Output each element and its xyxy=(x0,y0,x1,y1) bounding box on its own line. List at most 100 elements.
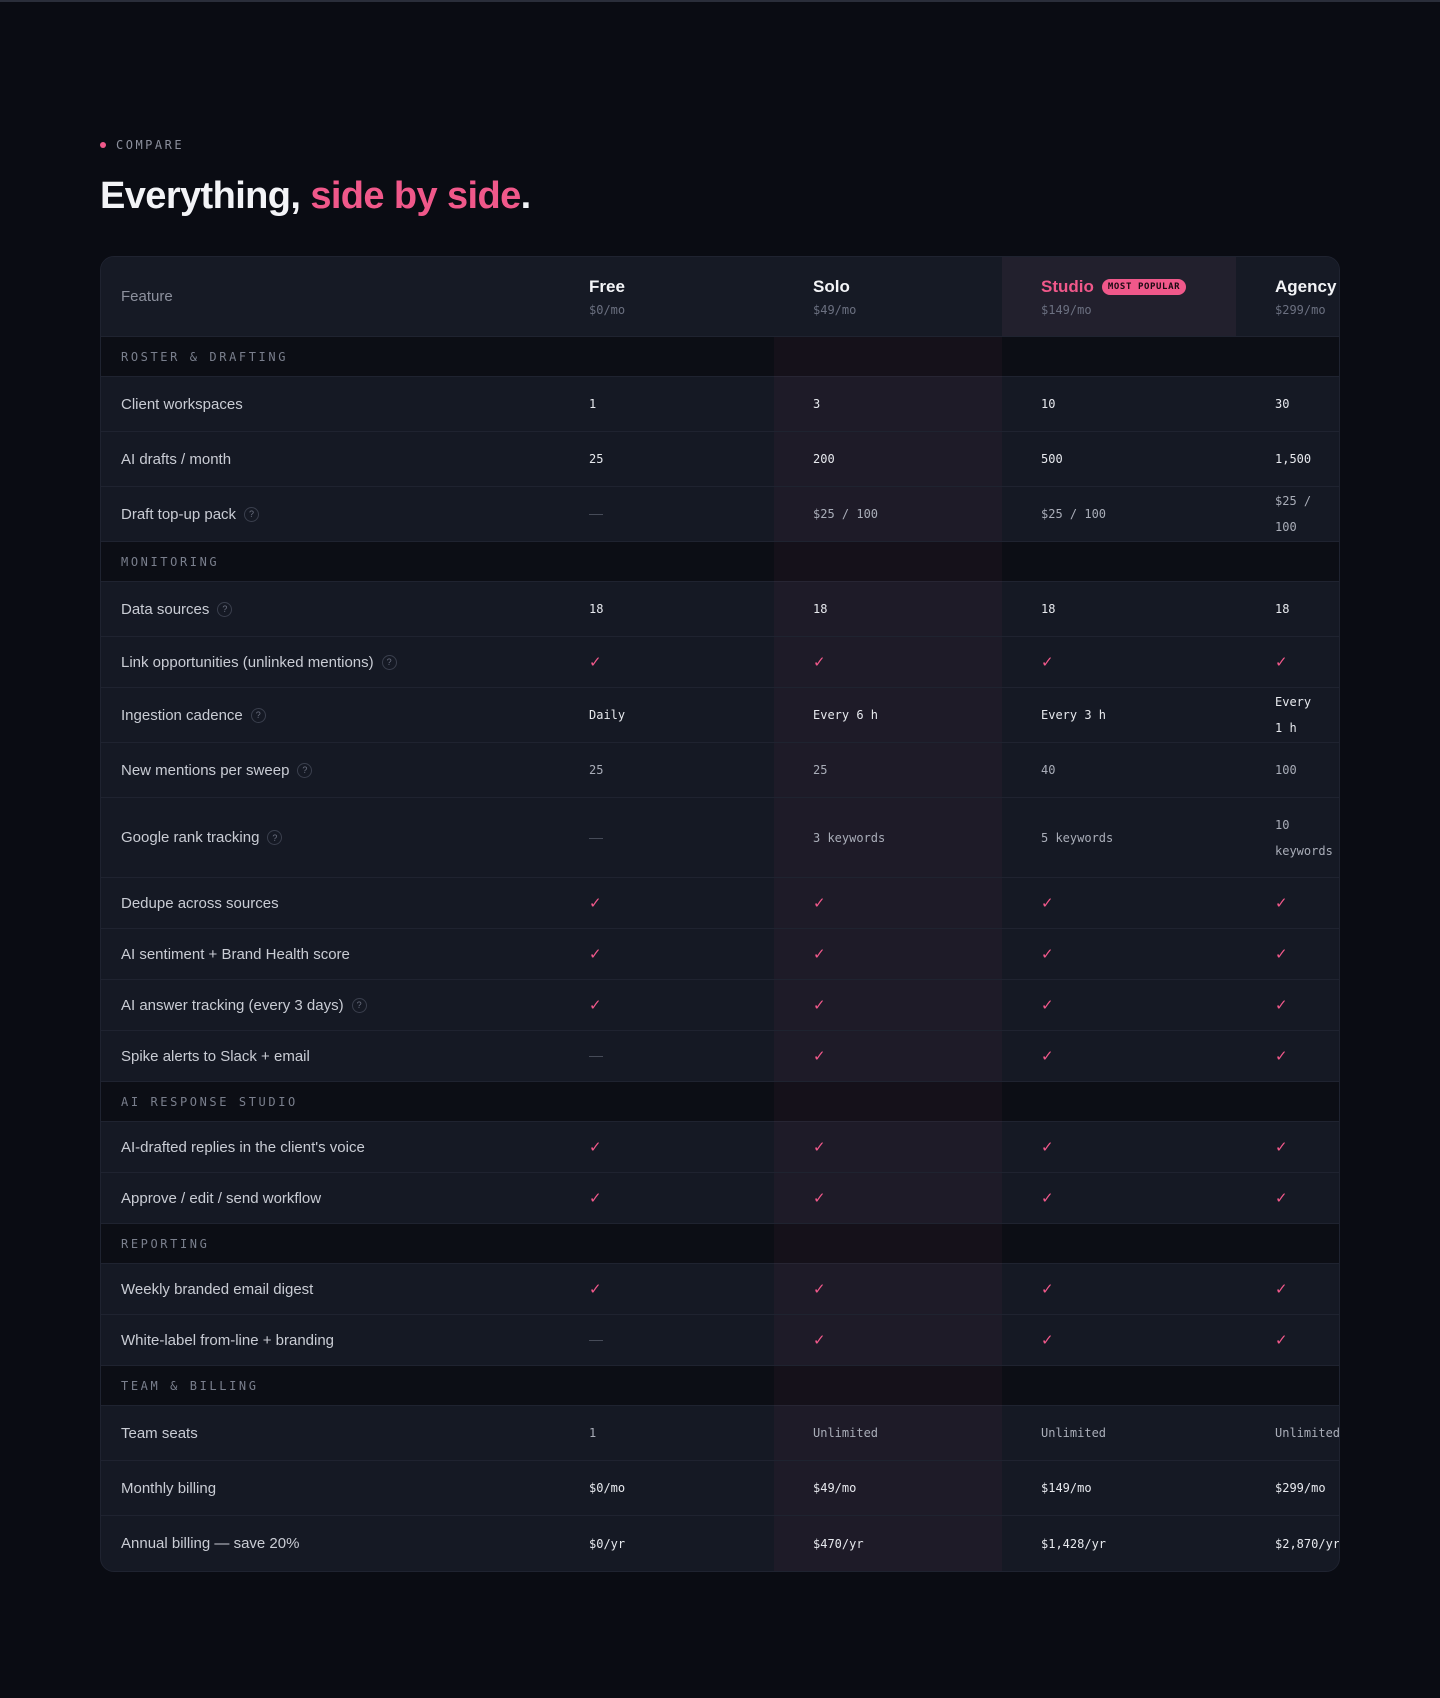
check-icon: ✓ xyxy=(1041,1047,1054,1065)
feature-label-cell: Draft top-up pack? xyxy=(101,506,569,523)
check-icon: ✓ xyxy=(813,1138,826,1156)
table-row: Client workspaces 1 3 10 30 xyxy=(101,377,1339,432)
feature-label: Weekly branded email digest xyxy=(121,1280,314,1298)
check-icon: ✓ xyxy=(589,653,602,671)
value-cell-solo: Every 6 h xyxy=(793,702,1021,728)
table-row: White-label from-line + branding — ✓ ✓ ✓ xyxy=(101,1315,1339,1366)
value-cell-studio: $149/mo xyxy=(1021,1475,1255,1501)
value-cell-free: ✓ xyxy=(569,945,793,964)
help-icon[interactable]: ? xyxy=(267,830,283,845)
cell-value: 3 xyxy=(813,397,821,411)
value-cell-solo: ✓ xyxy=(793,894,1021,913)
feature-label-cell: Annual billing — save 20% xyxy=(101,1535,569,1552)
help-icon[interactable]: ? xyxy=(244,506,260,522)
cell-value: 18 xyxy=(1041,602,1056,616)
value-cell-studio: ✓ xyxy=(1021,1138,1255,1157)
check-icon: ✓ xyxy=(1275,894,1288,912)
check-icon: ✓ xyxy=(1041,653,1054,671)
plan-price: $299/mo xyxy=(1275,302,1326,317)
section-header: MONITORING xyxy=(101,542,1339,582)
plan-header-solo: Solo $49/mo xyxy=(793,277,1021,317)
check-icon: ✓ xyxy=(589,945,602,963)
help-icon[interactable]: ? xyxy=(217,601,233,617)
value-cell-agency: ✓ xyxy=(1255,653,1339,672)
feature-label: AI drafts / month xyxy=(121,450,232,468)
check-icon: ✓ xyxy=(589,894,602,912)
plan-price: $0/mo xyxy=(589,302,626,317)
value-cell-solo: ✓ xyxy=(793,945,1021,964)
table-row: Annual billing — save 20% $0/yr $470/yr $1,… xyxy=(101,1516,1339,1571)
feature-label: Draft top-up pack xyxy=(121,505,237,523)
section-header: TEAM & BILLING xyxy=(101,1366,1339,1406)
table-row: Ingestion cadence? Daily Every 6 h Every 3 … xyxy=(101,688,1339,743)
check-icon: ✓ xyxy=(813,1331,826,1349)
top-divider xyxy=(0,0,1440,2)
cell-value: $25 / 100 xyxy=(1041,507,1107,521)
value-cell-studio: 500 xyxy=(1021,446,1255,472)
check-icon: ✓ xyxy=(589,1138,602,1156)
value-cell-solo: ✓ xyxy=(793,1047,1021,1066)
check-icon: ✓ xyxy=(1041,1331,1054,1349)
value-cell-agency: Every 1 h xyxy=(1255,689,1339,741)
value-cell-agency: $2,870/yr xyxy=(1255,1531,1339,1557)
value-cell-agency: ✓ xyxy=(1255,1138,1339,1157)
check-icon: ✓ xyxy=(1041,894,1054,912)
value-cell-free: 1 xyxy=(569,391,793,417)
help-icon[interactable]: ? xyxy=(297,762,313,778)
table-row: Spike alerts to Slack + email — ✓ ✓ ✓ xyxy=(101,1031,1339,1082)
help-icon[interactable]: ? xyxy=(351,997,367,1013)
feature-column-header: Feature xyxy=(121,288,173,305)
cell-value: 1 xyxy=(589,397,597,411)
cell-value: Unlimited xyxy=(813,1426,879,1440)
section-header: ROSTER & DRAFTING xyxy=(101,337,1339,377)
value-cell-agency: Unlimited xyxy=(1255,1420,1340,1446)
cell-value: 1,500 xyxy=(1275,452,1312,466)
cell-value: 100 xyxy=(1275,763,1297,777)
check-icon: ✓ xyxy=(1275,945,1288,963)
check-icon: ✓ xyxy=(1275,653,1288,671)
value-cell-free: — xyxy=(569,829,793,847)
cell-value: Unlimited xyxy=(1275,1426,1340,1440)
value-cell-free: ✓ xyxy=(569,653,793,672)
feature-label: Dedupe across sources xyxy=(121,894,279,912)
value-cell-agency: 10 keywords xyxy=(1255,812,1339,864)
help-icon[interactable]: ? xyxy=(381,654,397,670)
check-icon: ✓ xyxy=(1275,1280,1288,1298)
cell-value: 500 xyxy=(1041,452,1063,466)
table-row: Dedupe across sources ✓ ✓ ✓ ✓ xyxy=(101,878,1339,929)
value-cell-solo: ✓ xyxy=(793,1331,1021,1350)
value-cell-free: 1 xyxy=(569,1420,793,1446)
value-cell-studio: $25 / 100 xyxy=(1021,501,1255,527)
plan-header-studio: Studio MOST POPULAR $149/mo xyxy=(1021,277,1255,317)
value-cell-solo: ✓ xyxy=(793,1189,1021,1208)
headline-tail: . xyxy=(520,175,532,217)
check-icon: ✓ xyxy=(589,1189,602,1207)
section-eyebrow: COMPARE xyxy=(100,138,184,152)
plan-header-free: Free $0/mo xyxy=(569,277,793,317)
value-cell-solo: ✓ xyxy=(793,1138,1021,1157)
value-cell-free: — xyxy=(569,505,793,523)
cell-value: Every 1 h xyxy=(1275,695,1312,735)
feature-label: AI answer tracking (every 3 days) xyxy=(121,996,344,1014)
value-cell-studio: ✓ xyxy=(1021,996,1255,1015)
dash-icon: — xyxy=(589,1047,603,1063)
feature-label-cell: Team seats xyxy=(101,1425,569,1442)
cell-value: $25 / 100 xyxy=(813,507,879,521)
value-cell-free: $0/mo xyxy=(569,1475,793,1501)
dash-icon: — xyxy=(589,505,603,521)
cell-value: 10 keywords xyxy=(1275,817,1333,858)
cell-value: $299/mo xyxy=(1275,1481,1326,1495)
feature-label-cell: Approve / edit / send workflow xyxy=(101,1190,569,1207)
dash-icon: — xyxy=(589,1331,603,1347)
value-cell-free: ✓ xyxy=(569,1280,793,1299)
value-cell-studio: ✓ xyxy=(1021,1189,1255,1208)
table-row: AI sentiment + Brand Health score ✓ ✓ ✓ ✓ xyxy=(101,929,1339,980)
cell-value: 18 xyxy=(813,602,828,616)
value-cell-free: 25 xyxy=(569,757,793,783)
feature-label: New mentions per sweep xyxy=(121,761,290,779)
value-cell-free: ✓ xyxy=(569,894,793,913)
help-icon[interactable]: ? xyxy=(250,707,266,723)
plan-price: $49/mo xyxy=(813,302,857,317)
value-cell-agency: ✓ xyxy=(1255,1280,1339,1299)
plan-name: Solo xyxy=(813,276,850,296)
